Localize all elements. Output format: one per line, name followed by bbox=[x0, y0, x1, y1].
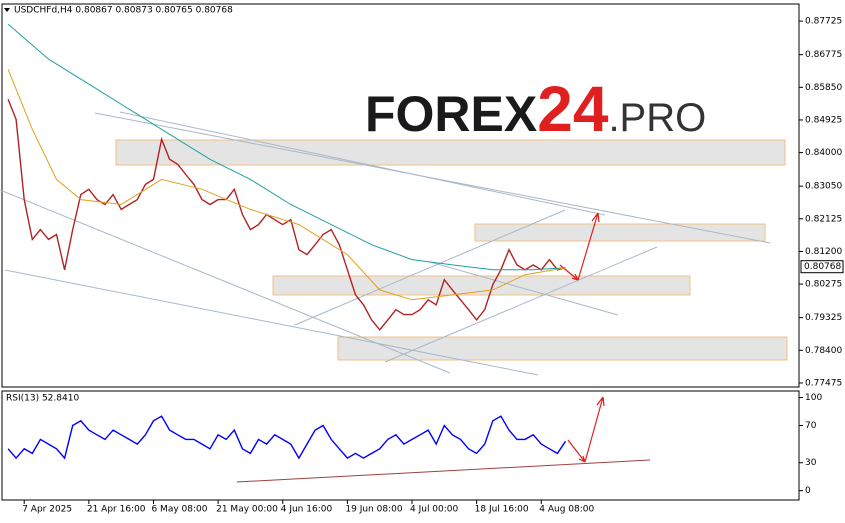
y-tick-label: 0.80275 bbox=[805, 280, 842, 290]
menu-triangle bbox=[4, 8, 10, 12]
trendline bbox=[119, 111, 606, 216]
last-price-label: 0.80768 bbox=[804, 262, 841, 272]
arrow bbox=[577, 212, 600, 281]
x-tick-label: 21 Apr 16:00 bbox=[87, 505, 146, 515]
series-line bbox=[7, 23, 566, 271]
price-panel bbox=[1, 3, 800, 388]
x-tick-label: 4 Aug 08:00 bbox=[539, 505, 594, 515]
last-price-box bbox=[800, 260, 844, 274]
y-tick-label: 0.79325 bbox=[805, 313, 842, 323]
x-tick-label: 19 Jun 08:00 bbox=[345, 505, 402, 515]
y-tick-label: 0.83050 bbox=[805, 182, 842, 192]
trendline bbox=[4, 269, 539, 376]
x-tick-label: 4 Jul 00:00 bbox=[410, 505, 459, 515]
y-tick-label: 0.77475 bbox=[805, 378, 842, 388]
rsi-trendline bbox=[236, 459, 651, 483]
series-line bbox=[7, 69, 566, 301]
y-tick-label: 0.84925 bbox=[805, 115, 842, 125]
arrow bbox=[584, 396, 605, 463]
trendline bbox=[294, 209, 566, 326]
y-tick-label: 70 bbox=[805, 421, 817, 431]
zone bbox=[272, 275, 691, 296]
y-tick-label: 0.86775 bbox=[805, 50, 842, 60]
watermark-main: FOREX bbox=[365, 86, 537, 142]
rsi-title: RSI(13) 52.8410 bbox=[6, 394, 79, 404]
y-tick-label: 0.81200 bbox=[805, 247, 842, 257]
rsi-panel bbox=[1, 390, 800, 501]
trendline bbox=[429, 261, 619, 316]
y-tick-label: 100 bbox=[805, 393, 822, 403]
y-tick-label: 0.82125 bbox=[805, 214, 842, 224]
y-tick-label: 0.84000 bbox=[805, 148, 842, 158]
x-tick-label: 18 Jul 16:00 bbox=[475, 505, 529, 515]
x-tick-label: 21 May 00:00 bbox=[216, 505, 278, 515]
watermark: FOREX24.PRO bbox=[365, 73, 706, 145]
watermark-text: FOREX24.PRO bbox=[365, 73, 706, 145]
series-line bbox=[7, 415, 567, 460]
y-tick-label: 0.85850 bbox=[805, 83, 842, 93]
watermark-suffix: .PRO bbox=[608, 96, 706, 140]
y-tick-label: 0.87725 bbox=[805, 17, 842, 27]
watermark-number: 24 bbox=[537, 73, 609, 145]
y-tick-label: 0 bbox=[805, 486, 811, 496]
trendline bbox=[384, 246, 658, 363]
zone bbox=[474, 223, 766, 242]
y-tick-label: 0.78400 bbox=[805, 346, 842, 356]
x-tick-label: 6 May 08:00 bbox=[151, 505, 207, 515]
x-tick-label: 4 Jun 16:00 bbox=[281, 505, 333, 515]
zone bbox=[115, 139, 786, 166]
zone bbox=[337, 336, 788, 361]
x-tick-label: 7 Apr 2025 bbox=[22, 505, 72, 515]
y-tick-label: 30 bbox=[805, 458, 817, 468]
chart-title: USDCHFd,H4 0.80867 0.80873 0.80765 0.807… bbox=[14, 6, 233, 16]
